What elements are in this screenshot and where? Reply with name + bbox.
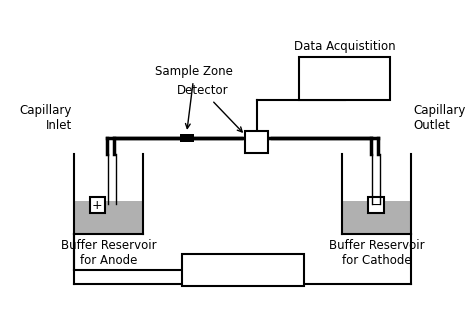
Text: −: − — [371, 199, 382, 212]
Text: Detector: Detector — [177, 84, 242, 132]
Text: Capillary
Outlet: Capillary Outlet — [413, 104, 465, 132]
Bar — [180, 134, 194, 143]
Bar — [182, 254, 304, 286]
Bar — [368, 197, 384, 213]
Text: +: + — [92, 199, 103, 212]
Bar — [74, 201, 143, 234]
Text: Capillary
Inlet: Capillary Inlet — [19, 104, 72, 132]
Text: High Voltage
Power Source: High Voltage Power Source — [203, 256, 283, 284]
Bar — [299, 57, 390, 100]
Text: Sample Zone: Sample Zone — [155, 65, 233, 128]
Bar — [342, 201, 411, 234]
Bar — [90, 197, 105, 213]
Text: Data Acquistition: Data Acquistition — [294, 41, 395, 53]
Bar — [245, 131, 268, 153]
Text: Buffer Reservoir
for Anode: Buffer Reservoir for Anode — [61, 239, 156, 267]
Text: Buffer Reservoir
for Cathode: Buffer Reservoir for Cathode — [328, 239, 424, 267]
